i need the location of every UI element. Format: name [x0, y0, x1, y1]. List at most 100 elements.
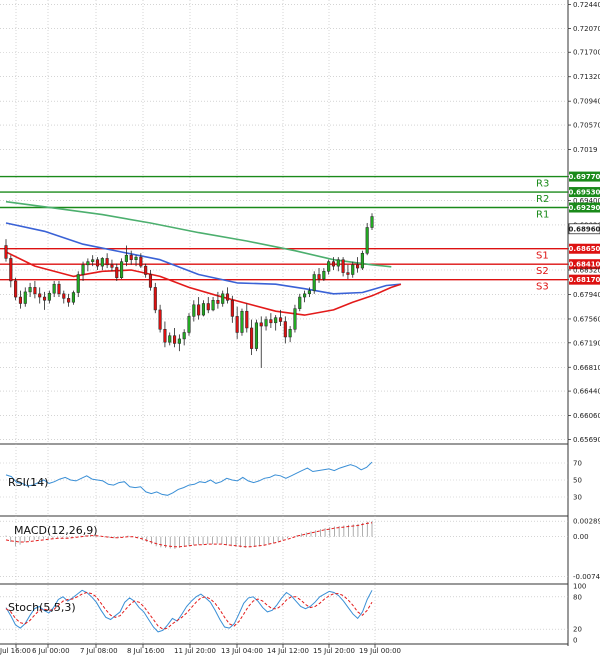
price-tick-label: 0.71700 — [573, 49, 600, 57]
candle-body — [351, 264, 355, 275]
price-tick-label: 0.7019 — [573, 146, 598, 154]
candle-body — [346, 272, 350, 275]
rsi-tick-label: 70 — [573, 460, 582, 468]
candle-body — [23, 291, 27, 304]
candle-body — [86, 261, 90, 266]
candle-body — [197, 304, 201, 316]
candle-body — [110, 264, 114, 268]
candle-body — [331, 261, 336, 267]
candle-body — [177, 338, 181, 344]
candle-body — [168, 335, 172, 343]
candle-body — [317, 274, 321, 280]
time-tick-label: 6 Jul 00:00 — [32, 647, 70, 655]
macd-tick-label: 0.002894 — [573, 518, 600, 526]
price-tick-label: 0.70940 — [573, 98, 600, 106]
candle-body — [327, 261, 331, 272]
candlesticks — [4, 213, 374, 368]
candle-body — [120, 261, 124, 278]
candle-body — [139, 256, 143, 267]
time-tick-label: 15 Jul 20:00 — [313, 647, 355, 655]
price-level-badge — [569, 274, 600, 285]
rsi-line — [5, 461, 373, 496]
price-level-badge-label: 0.68650 — [569, 245, 600, 253]
macd-label: MACD(12,26,9) — [14, 524, 98, 537]
candle-body — [67, 298, 71, 303]
rsi-label: RSI(14) — [8, 476, 48, 489]
candle-body — [288, 329, 292, 338]
candle-body — [100, 258, 104, 267]
candle-body — [259, 322, 263, 327]
candle-body — [182, 332, 186, 340]
stoch-tick-label: 100 — [573, 583, 586, 591]
price-level-badge-label: 0.69290 — [569, 204, 600, 212]
rsi-tick-label: 30 — [573, 494, 582, 502]
candle-body — [254, 322, 258, 349]
candle-body — [250, 327, 254, 349]
level-label-r2: R2 — [536, 194, 549, 205]
candle-body — [225, 293, 230, 301]
price-tick-label: 0.70570 — [573, 122, 600, 130]
candle-body — [52, 283, 56, 294]
price-level-badge — [569, 171, 600, 182]
candle-body — [312, 274, 316, 291]
candle-body — [4, 245, 8, 259]
candle-body — [201, 303, 205, 316]
time-tick-label: 8 Jul 16:00 — [127, 647, 165, 655]
stoch-tick-label: 20 — [573, 626, 582, 634]
candle-body — [9, 258, 13, 282]
candle-body — [187, 316, 191, 333]
candle-body — [341, 259, 345, 273]
candle-body — [158, 309, 162, 330]
candle-body — [221, 293, 225, 304]
price-tick-label: 0.72440 — [573, 1, 600, 9]
time-tick-label: 13 Jul 04:00 — [221, 647, 263, 655]
candle-body — [129, 254, 133, 260]
price-axis: 0.72440 0.72070 0.71700 0.71320 0.70940 0.705… — [568, 1, 600, 444]
candle-body — [71, 292, 75, 303]
candle-body — [360, 252, 364, 269]
candle-body — [370, 216, 374, 228]
candle-body — [47, 292, 51, 301]
price-level-badge-label: 0.69770 — [569, 173, 600, 181]
rsi-tick-label: 50 — [573, 477, 582, 485]
candle-body — [76, 274, 80, 293]
stoch-tick-label: 0 — [573, 637, 577, 645]
candle-body — [274, 317, 278, 324]
time-tick-label: Jul 16:00 — [0, 647, 31, 655]
candle-body — [148, 274, 153, 288]
candle-body — [28, 287, 32, 293]
candle-body — [105, 258, 109, 266]
candle-body — [173, 335, 177, 344]
price-level-badge-label: 0.68410 — [569, 261, 600, 269]
level-label-s1: S1 — [536, 251, 549, 262]
candle-body — [14, 280, 18, 298]
candle-body — [245, 310, 249, 329]
candle-body — [42, 296, 47, 301]
level-label-s2: S2 — [536, 266, 549, 277]
ma-line — [5, 222, 401, 295]
candle-body — [95, 259, 100, 267]
candle-body — [38, 293, 42, 298]
candle-body — [192, 304, 196, 317]
time-tick-label: 7 Jul 08:00 — [80, 647, 118, 655]
candle-body — [336, 259, 340, 267]
candle-body — [365, 227, 369, 254]
time-tick-label: 11 Jul 20:00 — [174, 647, 216, 655]
time-tick-label: 19 Jul 00:00 — [359, 647, 401, 655]
level-label-r3: R3 — [536, 179, 549, 190]
candle-body — [230, 300, 234, 317]
candle-body — [298, 296, 302, 309]
candle-body — [144, 265, 148, 275]
level-label-r1: R1 — [536, 210, 549, 221]
price-level-badge — [569, 202, 600, 213]
candle-body — [240, 310, 244, 333]
candle-body — [33, 287, 37, 295]
price-tick-label: 0.72070 — [573, 25, 600, 33]
price-tick-label: 0.65690 — [573, 436, 600, 444]
candle-body — [356, 264, 360, 269]
candle-body — [303, 293, 307, 298]
stoch-d-line — [5, 591, 373, 630]
candle-body — [81, 264, 85, 275]
price-level-badge — [569, 243, 600, 254]
